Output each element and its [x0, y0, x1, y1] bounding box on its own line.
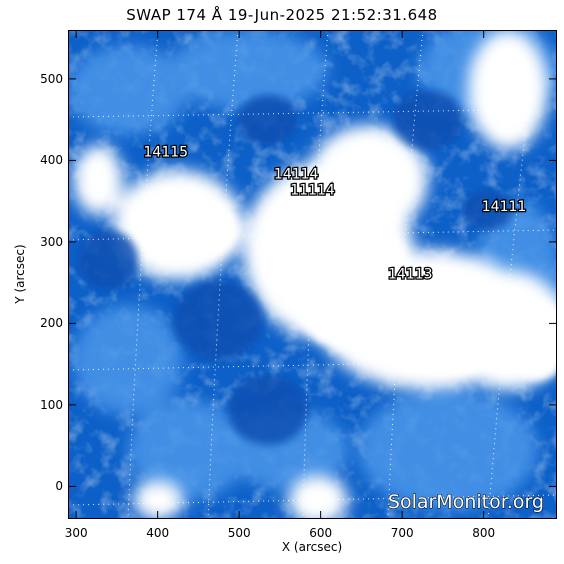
plot-frame	[68, 30, 557, 519]
x-tick-label: 600	[309, 526, 333, 540]
watermark: SolarMonitor.org	[388, 491, 544, 513]
region-label: 14111	[482, 199, 527, 215]
y-tick-label: 200	[40, 316, 63, 331]
y-tick-label: 0	[55, 479, 63, 494]
bright-cores	[158, 200, 557, 380]
axis-ticks	[68, 30, 557, 519]
y-tick-label: 100	[40, 397, 63, 412]
y-axis-label: Y (arcsec)	[13, 244, 27, 304]
x-axis-label: X (arcsec)	[281, 540, 343, 554]
y-tick-label: 400	[40, 153, 63, 168]
image-title: SWAP 174 Å 19-Jun-2025 21:52:31.648	[126, 6, 438, 24]
region-label: 14113	[388, 267, 433, 283]
x-tick-label: 300	[64, 526, 88, 540]
y-tick-label: 300	[40, 234, 63, 249]
region-label: 14114	[274, 166, 319, 182]
heliographic-grid	[68, 30, 557, 519]
y-tick-label: 500	[40, 71, 63, 86]
x-tick-label: 500	[227, 526, 251, 540]
region-label: 14115	[144, 144, 189, 160]
x-tick-label: 800	[472, 526, 496, 540]
region-label: 11114	[290, 183, 335, 199]
x-tick-label: 700	[390, 526, 414, 540]
x-tick-label: 400	[146, 526, 170, 540]
